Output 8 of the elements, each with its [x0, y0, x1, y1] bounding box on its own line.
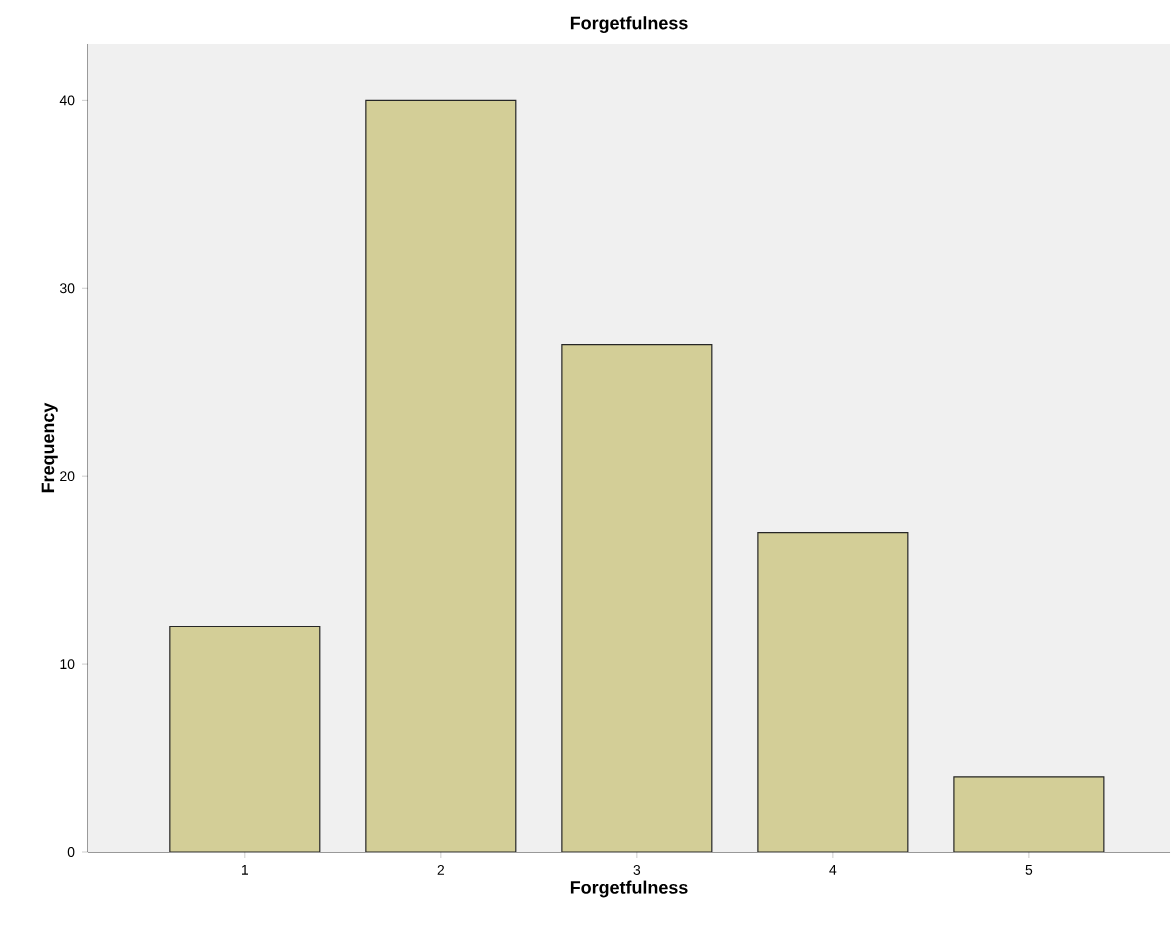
y-axis-title: Frequency — [41, 402, 58, 493]
bar — [953, 776, 1105, 852]
chart-title: Forgetfulness — [570, 16, 688, 34]
bar — [169, 625, 321, 852]
bar — [561, 344, 713, 852]
bar — [757, 531, 909, 852]
bar — [365, 99, 517, 852]
x-axis-title: Forgetfulness — [570, 880, 688, 898]
